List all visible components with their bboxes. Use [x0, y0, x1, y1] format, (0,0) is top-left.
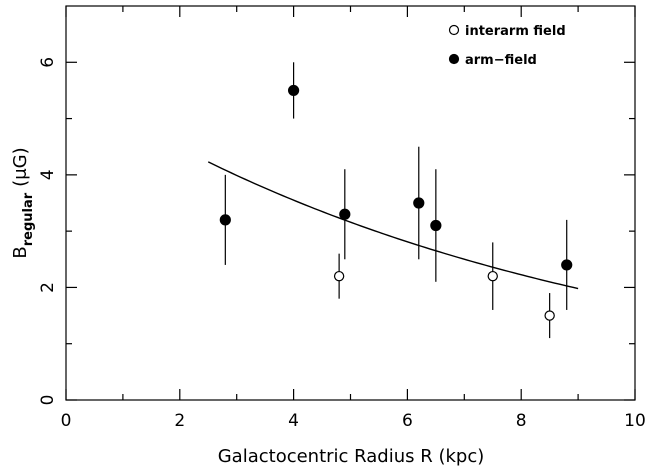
error-bars: [224, 62, 568, 339]
arm-field-point: [430, 219, 442, 232]
x-tick-label: 8: [516, 411, 527, 431]
interarm-field-point: [333, 270, 345, 282]
legend-marker-interarm: [448, 24, 460, 36]
x-tick-label: 4: [288, 411, 299, 431]
y-axis-label-unit: (μG): [10, 147, 31, 186]
y-tick-label: 4: [38, 169, 58, 180]
y-tick-label: 2: [38, 282, 58, 293]
arm-field-point: [288, 84, 300, 97]
fit-curve: [207, 161, 579, 290]
legend-marker-arm: [448, 53, 460, 65]
x-axis-label: Galactocentric Radius R (kpc): [218, 446, 485, 467]
arm-field-point: [561, 259, 573, 271]
legend-label-interarm: interarm field: [465, 24, 566, 39]
legend-label-arm: arm−field: [465, 53, 537, 68]
arm-field-point: [413, 197, 425, 209]
x-tick-label: 0: [61, 411, 72, 431]
data-points: [219, 84, 573, 321]
y-axis-label: Bregular (μG): [10, 147, 36, 258]
plot-frame: [65, 5, 636, 401]
y-axis-label-main: B: [10, 246, 31, 258]
legend: interarm field arm−field: [448, 24, 566, 68]
tick-labels: 0 2 4 6 8 10 0 2 4 6: [38, 57, 646, 431]
x-tick-label: 2: [174, 411, 185, 431]
x-tick-label: 10: [624, 411, 646, 431]
y-tick-label: 0: [38, 395, 58, 406]
interarm-field-point: [487, 270, 498, 282]
interarm-field-point: [544, 310, 555, 321]
x-tick-label: 6: [402, 411, 413, 431]
arm-field-point: [219, 214, 231, 226]
axis-ticks: [65, 6, 636, 401]
y-axis-label-subscript: regular: [21, 192, 36, 246]
y-tick-label: 6: [38, 57, 58, 68]
arm-field-point: [339, 208, 351, 220]
